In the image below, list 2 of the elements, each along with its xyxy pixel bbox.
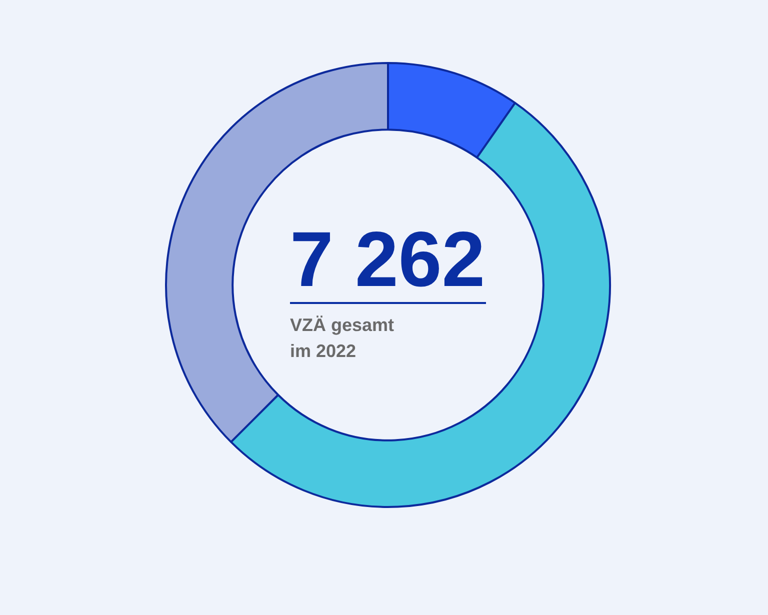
text: 7 262 [290,215,486,303]
text: VZÄ gesamt im 2022 [290,314,396,363]
